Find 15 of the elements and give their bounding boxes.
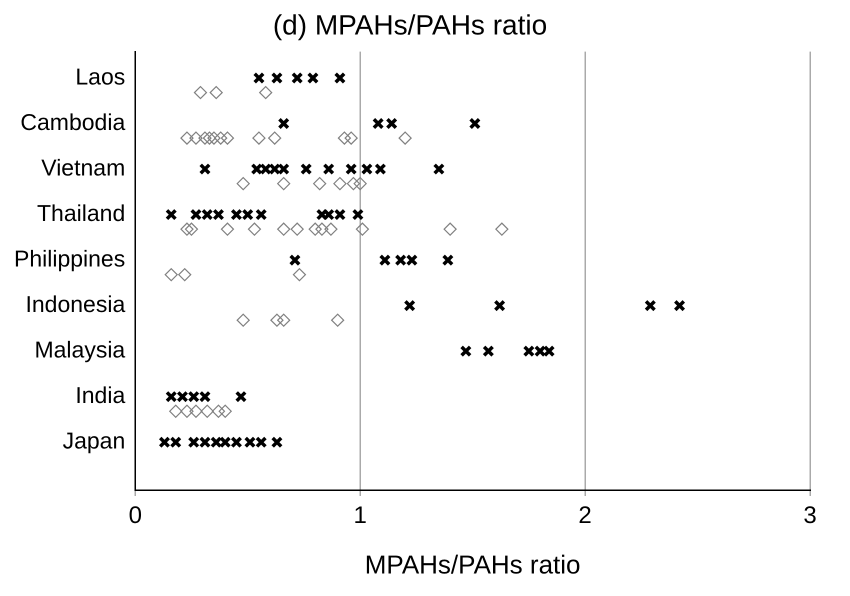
y-tick-label: India <box>75 382 126 408</box>
y-tick-label: Japan <box>62 428 126 454</box>
y-tick-label: Cambodia <box>20 108 126 135</box>
y-tick-label: Indonesia <box>25 290 126 317</box>
y-tick-label: Malaysia <box>34 336 126 362</box>
x-tick-label: 3 <box>803 502 817 530</box>
y-tick-label: Vietnam <box>41 154 126 180</box>
x-tick-label: 0 <box>128 502 142 530</box>
y-tick-label: Laos <box>75 63 126 90</box>
y-tick-label: Thailand <box>37 200 126 226</box>
x-tick-label: 1 <box>353 502 367 530</box>
y-tick-label: Philippines <box>14 245 126 272</box>
chart-title: (d) MPAHs/PAHs ratio <box>272 10 548 41</box>
x-axis-title: MPAHs/PAHs ratio <box>364 550 580 580</box>
x-tick-label: 2 <box>578 502 592 530</box>
